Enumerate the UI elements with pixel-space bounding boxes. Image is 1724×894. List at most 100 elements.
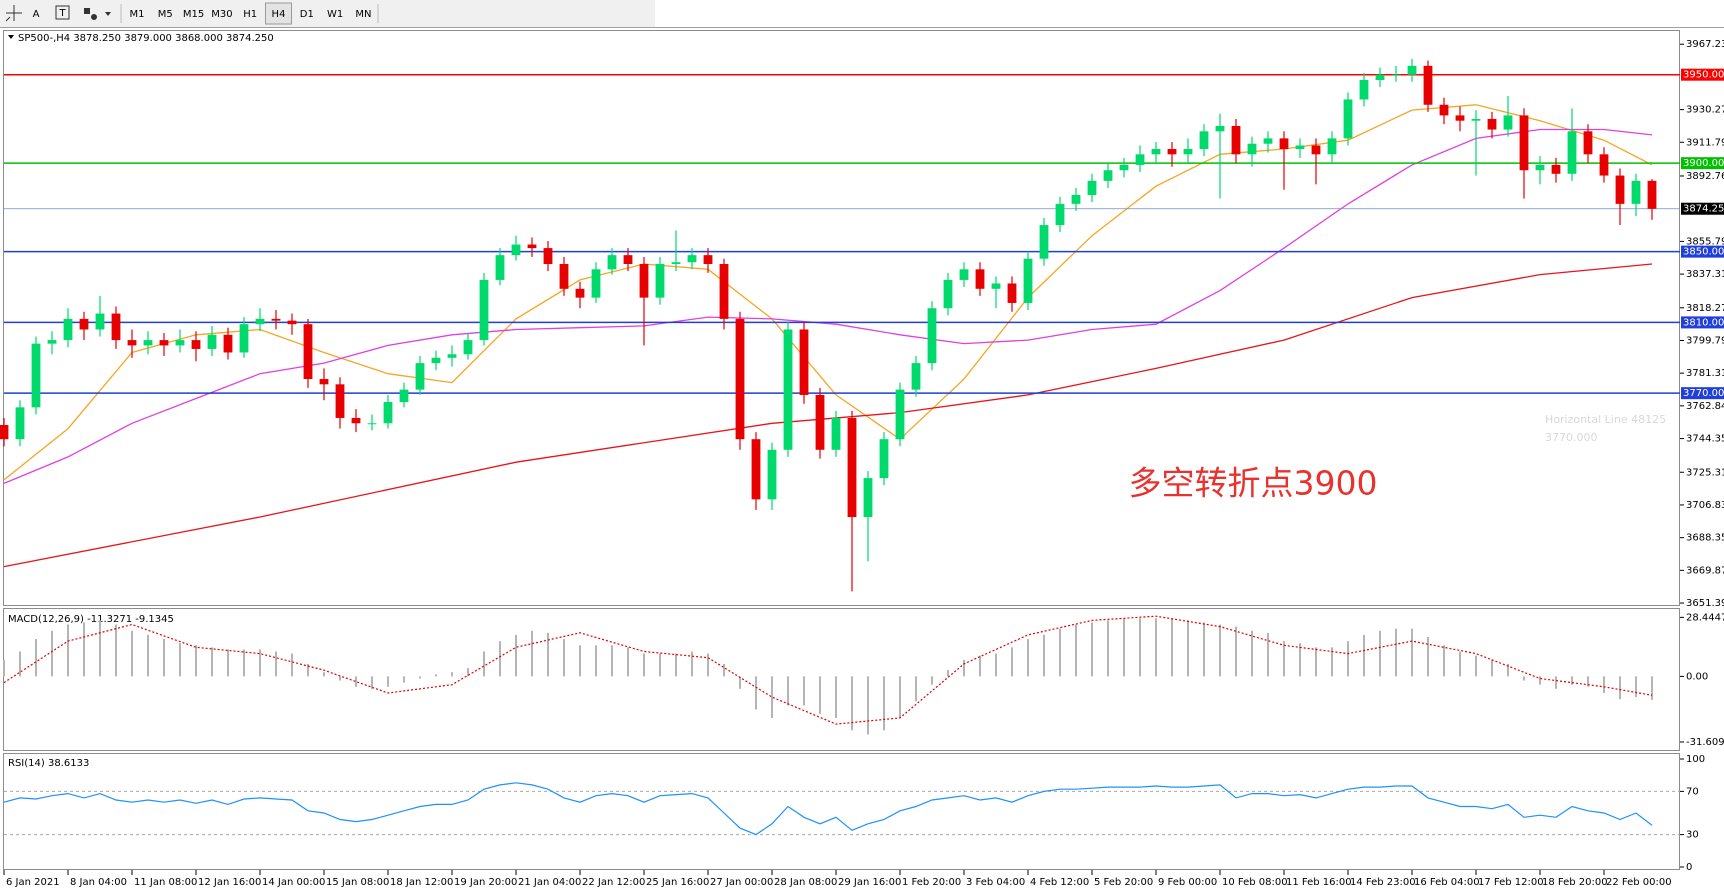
- timeframe-button[interactable]: MN: [355, 9, 371, 20]
- level-label: 3770.000: [1683, 388, 1724, 399]
- x-tick-label: 25 Jan 16:00: [646, 877, 709, 888]
- label-tool-box[interactable]: [55, 5, 70, 20]
- candle-body: [95, 313, 105, 330]
- candle-body: [959, 269, 969, 280]
- y-tick-label: -31.6096: [1686, 737, 1724, 748]
- x-tick-label: 17 Feb 12:00: [1478, 877, 1544, 888]
- x-tick-label: 15 Jan 08:00: [326, 877, 389, 888]
- candle-body: [175, 340, 185, 346]
- candle-body: [1359, 80, 1369, 100]
- timeframe-button[interactable]: M15: [183, 9, 204, 20]
- candle-body: [975, 269, 985, 289]
- y-tick-label: 3799.790: [1686, 335, 1724, 346]
- macd-label: MACD(12,26,9) -11.3271 -9.1345: [8, 614, 174, 625]
- candle-body: [1327, 138, 1337, 155]
- candle-body: [367, 423, 377, 425]
- rsi-line: [3, 782, 1653, 836]
- level-box: [1681, 316, 1724, 329]
- candle-body: [863, 478, 873, 518]
- candle-body: [1519, 115, 1529, 171]
- x-tick-label: 1 Feb 20:00: [902, 877, 961, 888]
- timeframe-selected: [265, 2, 292, 25]
- timeframes: M1 M5 M15 M30 H1 H4 D1 W1 MN: [130, 2, 371, 25]
- x-tick-label: 19 Jan 20:00: [454, 877, 517, 888]
- candle-body: [639, 264, 649, 298]
- timeframe-button[interactable]: D1: [300, 9, 314, 20]
- y-tick-label: 3892.760: [1686, 171, 1724, 182]
- candle-body: [815, 394, 825, 450]
- x-tick-label: 18 Feb 20:00: [1542, 877, 1608, 888]
- macd-panel: [3, 608, 1680, 751]
- y-tick-label: 3744.350: [1686, 434, 1724, 445]
- candle-body: [159, 340, 169, 346]
- candle-body: [207, 334, 217, 349]
- level-box: [1681, 68, 1724, 81]
- candle-body: [415, 363, 425, 390]
- candle-body: [255, 318, 265, 325]
- candle-body: [1375, 74, 1385, 81]
- candle-body: [543, 248, 553, 265]
- candle-body: [191, 340, 201, 349]
- y-tick-label: 3818.270: [1686, 303, 1724, 314]
- candle-body: [1343, 99, 1353, 139]
- candle-body: [447, 354, 457, 358]
- y-tick-label: 3837.310: [1686, 269, 1724, 280]
- candle-body: [495, 255, 505, 280]
- candle-body: [15, 407, 25, 440]
- candle-body: [1055, 203, 1065, 226]
- toolbar: A T M1 M5 M15 M30 H1 H4 D1 W1 MN: [0, 0, 1724, 28]
- candle-body: [1039, 225, 1049, 259]
- candle-body: [511, 244, 521, 256]
- y-tick-label: 3781.310: [1686, 368, 1724, 379]
- macd-signal: [3, 615, 1653, 725]
- candle-body: [943, 279, 953, 309]
- candle-body: [79, 318, 89, 330]
- candle-body: [799, 329, 809, 395]
- candle-body: [63, 318, 73, 341]
- candle-body: [479, 279, 489, 341]
- candle-body: [783, 329, 793, 450]
- crosshair-icon[interactable]: [5, 5, 22, 22]
- candle-body: [655, 264, 665, 298]
- moving-average: [3, 263, 1653, 568]
- level-label: 3850.000: [1683, 247, 1724, 258]
- candle-body: [879, 439, 889, 479]
- last-price-box: [1681, 202, 1724, 215]
- shapes-icon[interactable]: [84, 8, 111, 20]
- timeframe-button[interactable]: W1: [327, 9, 343, 20]
- text-tool[interactable]: A: [33, 9, 40, 20]
- x-tick-label: 11 Jan 08:00: [134, 877, 197, 888]
- x-tick-label: 10 Feb 08:00: [1222, 877, 1288, 888]
- x-tick-label: 9 Feb 00:00: [1158, 877, 1217, 888]
- candle-body: [271, 318, 281, 321]
- timeframe-button[interactable]: H1: [243, 9, 257, 20]
- timeframe-button[interactable]: M30: [211, 9, 232, 20]
- y-tick-label: 3706.830: [1686, 500, 1724, 511]
- x-tick-label: 18 Jan 12:00: [390, 877, 453, 888]
- candle-body: [1215, 126, 1225, 132]
- timeframe-button[interactable]: H4: [272, 9, 286, 20]
- candle-body: [31, 343, 41, 408]
- candle-body: [703, 255, 713, 265]
- candle-body: [927, 308, 937, 364]
- candle-body: [1199, 131, 1209, 150]
- level-box: [1681, 157, 1724, 170]
- candle-body: [831, 417, 841, 450]
- candle-body: [0, 425, 9, 440]
- y-tick-label: 3855.790: [1686, 236, 1724, 247]
- candle-body: [111, 313, 121, 341]
- level-label: 3810.000: [1683, 317, 1724, 328]
- timeframe-button[interactable]: M1: [130, 9, 145, 20]
- candle-body: [1087, 180, 1097, 196]
- label-tool[interactable]: T: [58, 8, 66, 19]
- candle-body: [1231, 126, 1241, 155]
- tooltip-name: Horizontal Line 48125: [1545, 413, 1666, 426]
- candle-body: [399, 389, 409, 403]
- timeframe-button[interactable]: M5: [158, 9, 173, 20]
- header-marker: [8, 35, 14, 39]
- candle-body: [1135, 154, 1145, 165]
- candle-body: [527, 244, 537, 249]
- candle-body: [911, 363, 921, 390]
- candle-body: [1551, 164, 1561, 174]
